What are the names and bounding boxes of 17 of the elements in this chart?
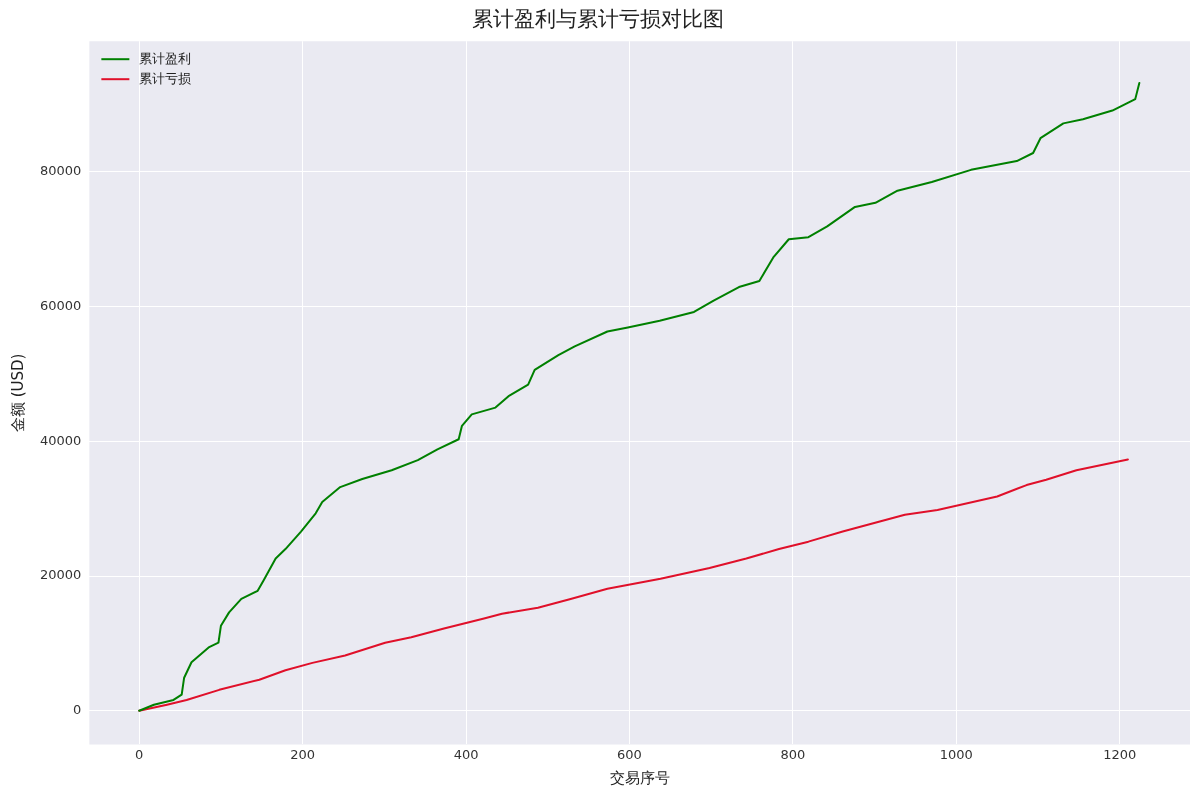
chart-title: 累计盈利与累计亏损对比图 (472, 7, 724, 32)
y-tick-label: 0 (73, 702, 82, 718)
x-tick-label: 800 (780, 746, 806, 762)
x-tick-label: 0 (135, 746, 144, 762)
x-tick-label: 1200 (1103, 746, 1137, 762)
x-tick-label: 1000 (939, 746, 973, 762)
x-tick-label: 400 (453, 746, 479, 762)
y-tick-label: 80000 (40, 163, 82, 179)
x-axis-title: 交易序号 (609, 768, 670, 787)
legend-label: 累计亏损 (139, 70, 192, 86)
y-tick-label: 60000 (40, 297, 82, 313)
y-axis-title: 金额 (USD) (8, 353, 27, 433)
y-tick-label: 40000 (40, 432, 82, 448)
y-tick-label: 20000 (40, 567, 82, 583)
x-tick-label: 600 (617, 746, 642, 762)
x-tick-label: 200 (290, 746, 316, 762)
legend-label: 累计盈利 (139, 50, 192, 66)
